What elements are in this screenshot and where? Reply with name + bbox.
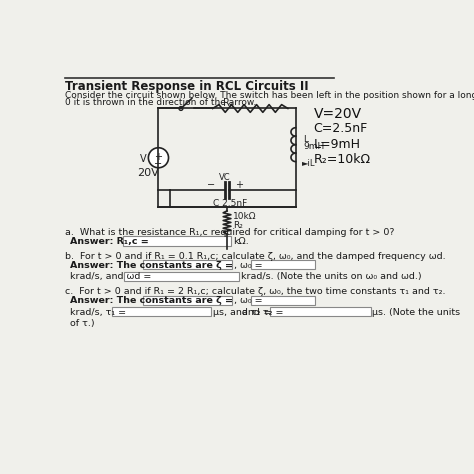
Circle shape	[148, 148, 169, 168]
Bar	[143, 296, 232, 305]
Text: +: +	[155, 152, 163, 163]
Text: Answer: R₁,c =: Answer: R₁,c =	[70, 237, 149, 246]
Text: Transient Response in RCL Circuits II: Transient Response in RCL Circuits II	[65, 80, 309, 93]
Text: 20V: 20V	[137, 168, 158, 178]
Bar	[143, 260, 232, 269]
Text: R₁: R₁	[223, 99, 234, 109]
Text: +: +	[235, 180, 243, 190]
Text: R₂: R₂	[233, 221, 243, 230]
Text: VC: VC	[219, 173, 231, 182]
Text: Answer: The constants are ζ =: Answer: The constants are ζ =	[70, 261, 233, 270]
Text: krad/s, and ωd =: krad/s, and ωd =	[70, 273, 152, 282]
Circle shape	[179, 107, 183, 110]
Text: R₂=10kΩ: R₂=10kΩ	[313, 153, 371, 166]
Text: , ω₀ =: , ω₀ =	[234, 296, 262, 305]
Text: ►iL: ►iL	[302, 158, 315, 167]
Text: L=9mH: L=9mH	[313, 138, 360, 151]
Text: Consider the circuit shown below. The switch has been left in the position shown: Consider the circuit shown below. The sw…	[65, 91, 474, 100]
Text: b.  For t > 0 and if R₁ = 0.1 R₁,c; calculate ζ, ω₀, and the damped frequency ωd: b. For t > 0 and if R₁ = 0.1 R₁,c; calcu…	[65, 252, 446, 261]
Bar	[124, 272, 239, 281]
Text: a.  What is the resistance R₁,c required for critical damping for t > 0?: a. What is the resistance R₁,c required …	[65, 228, 395, 237]
Bar	[251, 260, 315, 269]
Text: −: −	[155, 158, 163, 169]
Text: 9mH: 9mH	[303, 142, 325, 151]
Text: c.  For t > 0 and if R₁ = 2 R₁,c; calculate ζ, ω₀, the two time constants τ₁ and: c. For t > 0 and if R₁ = 2 R₁,c; calcula…	[65, 287, 446, 296]
Bar	[123, 237, 231, 246]
Text: krad/s. (Note the units on ω₀ and ωd.): krad/s. (Note the units on ω₀ and ωd.)	[241, 273, 421, 282]
Text: V=20V: V=20V	[313, 107, 362, 121]
Text: of τ.): of τ.)	[70, 319, 95, 328]
Text: krad/s, τ₁ =: krad/s, τ₁ =	[70, 308, 126, 317]
Text: 10kΩ: 10kΩ	[233, 212, 257, 221]
Text: and τ₂ =: and τ₂ =	[242, 308, 283, 317]
Bar	[251, 296, 315, 305]
Bar	[270, 307, 371, 316]
Text: kΩ.: kΩ.	[233, 237, 248, 246]
Text: , ω₀ =: , ω₀ =	[234, 261, 262, 270]
Text: Answer: The constants are ζ =: Answer: The constants are ζ =	[70, 296, 233, 305]
Bar	[112, 307, 211, 316]
Text: C 2.5nF: C 2.5nF	[213, 199, 247, 208]
Text: 0 it is thrown in the direction of the arrow.: 0 it is thrown in the direction of the a…	[65, 98, 257, 107]
Text: μs. (Note the units: μs. (Note the units	[373, 308, 460, 317]
Text: μs, and τ₂ =: μs, and τ₂ =	[213, 308, 271, 317]
Text: V: V	[140, 154, 146, 164]
Text: C=2.5nF: C=2.5nF	[313, 122, 368, 136]
Text: L: L	[303, 136, 309, 145]
Text: −: −	[208, 180, 216, 190]
